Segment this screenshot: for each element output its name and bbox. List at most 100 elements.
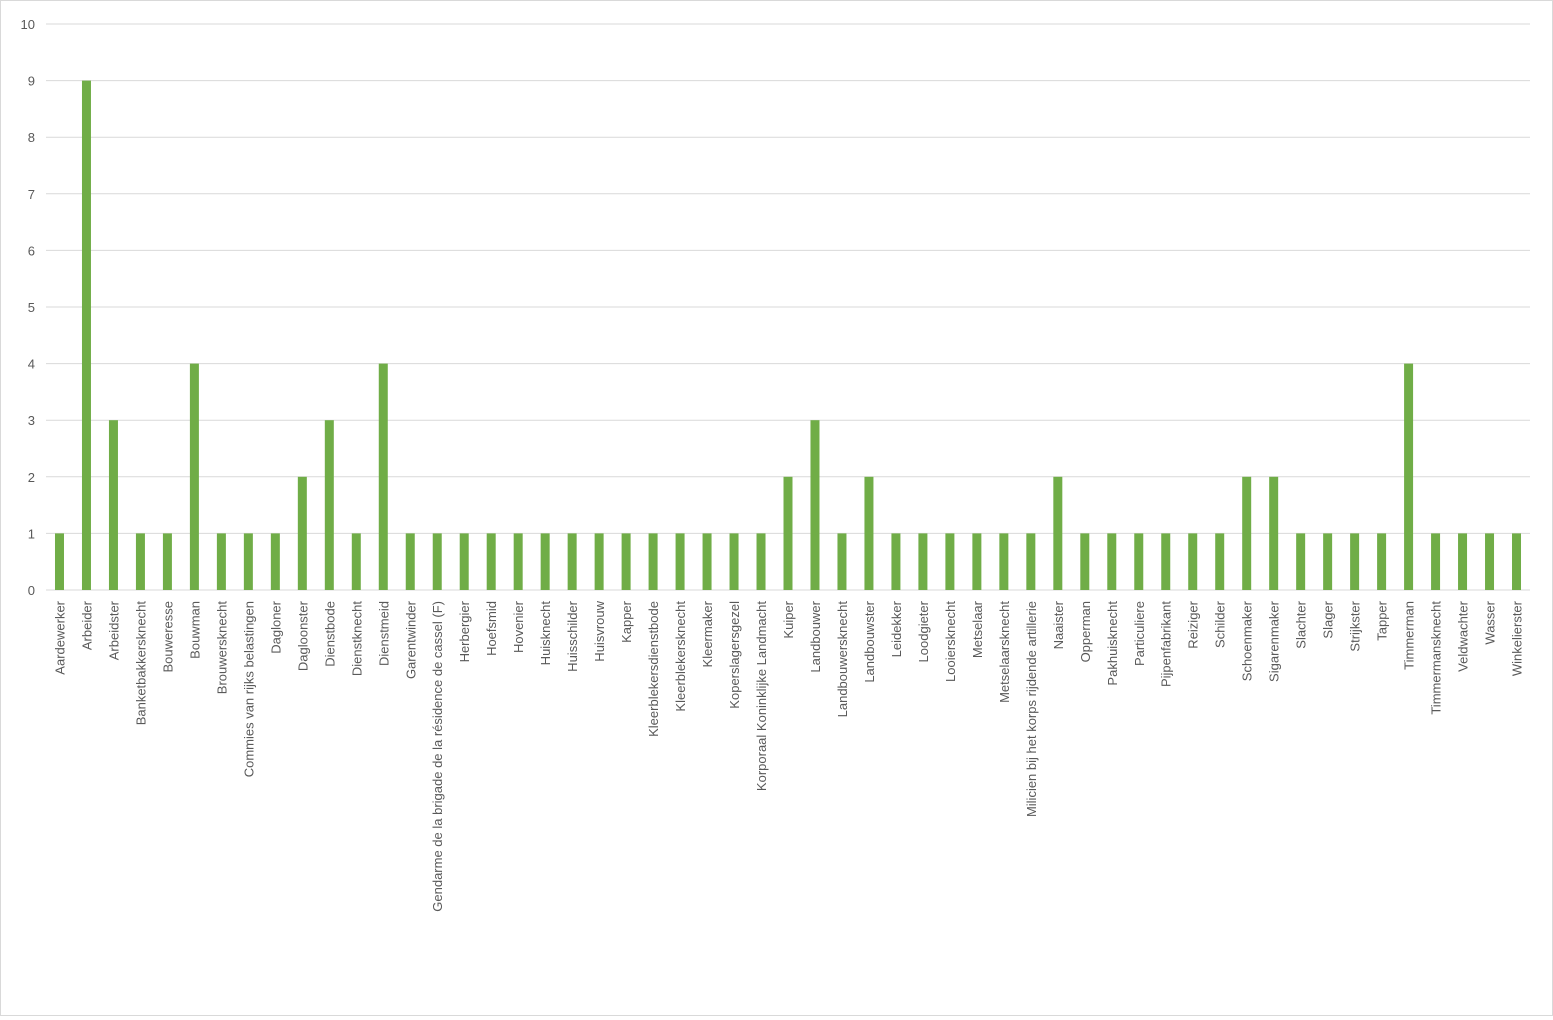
bar (108, 420, 118, 590)
x-tick-label: Kleermaker (700, 600, 715, 667)
bar (1404, 363, 1414, 590)
x-tick-label: Landbouwster (862, 600, 877, 682)
x-tick-label: Strijkster (1348, 600, 1363, 651)
x-tick-label: Korporaal Koninklijke Landmacht (754, 601, 769, 791)
x-tick-label: Dienstknecht (349, 601, 364, 677)
x-tick-label: Bouweresse (160, 601, 175, 673)
x-tick-label: Huisknecht (538, 601, 553, 666)
x-tick-label: Arbeider (79, 600, 94, 650)
bar (594, 533, 604, 590)
y-tick-label: 8 (28, 130, 35, 145)
x-tick-label: Looiersknecht (943, 601, 958, 682)
x-tick-label: Slachter (1294, 600, 1309, 648)
x-tick-label: Milicien bij het korps rijdende artiller… (1024, 601, 1039, 817)
x-tick-label: Opperman (1078, 601, 1093, 662)
x-tick-label: Arbeidster (106, 600, 121, 660)
x-tick-label: Reiziger (1186, 600, 1201, 648)
y-tick-label: 5 (28, 300, 35, 315)
y-tick-label: 6 (28, 243, 35, 258)
bar (1242, 476, 1252, 590)
x-tick-label: Dienstmeid (376, 601, 391, 666)
x-tick-label: Timmermansknecht (1429, 601, 1444, 715)
x-tick-label: Dagloonster (295, 600, 310, 671)
bar (81, 80, 91, 590)
bar (891, 533, 901, 590)
x-tick-label: Dagloner (268, 600, 283, 653)
bar (324, 420, 334, 590)
x-tick-label: Koperslagersgezel (727, 601, 742, 709)
x-tick-label: Pijpenfabrikant (1159, 601, 1174, 687)
x-tick-label: Dienstbode (322, 601, 337, 667)
x-tick-label: Landbouwer (808, 600, 823, 672)
x-tick-label: Banketbakkersknecht (133, 601, 148, 726)
x-tick-label: Gendarme de la brigade de la résidence d… (430, 601, 445, 912)
bar (54, 533, 64, 590)
bar (1107, 533, 1117, 590)
bar (1161, 533, 1171, 590)
bar (135, 533, 145, 590)
y-axis: 0 1 2 3 4 5 6 7 8 9 10 (21, 17, 35, 598)
x-tick-label: Landbouwersknecht (835, 601, 850, 718)
bar (1026, 533, 1036, 590)
bar (648, 533, 658, 590)
y-tick-label: 1 (28, 526, 35, 541)
x-tick-label: Commies van rijks belastingen (241, 601, 256, 777)
bar (1323, 533, 1333, 590)
bar (1053, 476, 1063, 590)
x-tick-label: Kapper (619, 600, 634, 643)
bar (1431, 533, 1441, 590)
bar (675, 533, 685, 590)
bar (270, 533, 280, 590)
y-tick-label: 10 (21, 17, 35, 32)
x-tick-label: Metselaarsknecht (997, 601, 1012, 703)
bar (1377, 533, 1387, 590)
x-tick-label: Brouwersknecht (214, 601, 229, 695)
y-tick-label: 3 (28, 413, 35, 428)
x-tick-label: Particuliere (1132, 601, 1147, 666)
bar (1512, 533, 1522, 590)
bar (351, 533, 361, 590)
bar (810, 420, 820, 590)
bar (783, 476, 793, 590)
bar (1458, 533, 1468, 590)
bar (243, 533, 253, 590)
x-tick-label: Garentwinder (403, 600, 418, 679)
gridlines (46, 23, 1530, 591)
bar (1134, 533, 1144, 590)
bar (432, 533, 442, 590)
x-tick-label: Bouwman (187, 601, 202, 659)
bar (513, 533, 523, 590)
x-tick-label: Hovenier (511, 600, 526, 653)
y-tick-label: 7 (28, 187, 35, 202)
x-tick-label: Schilder (1213, 600, 1228, 648)
bar (378, 363, 388, 590)
x-tick-label: Herbergier (457, 600, 472, 662)
x-tick-label: Huisvrouw (592, 600, 607, 661)
bar (297, 476, 307, 590)
bar (1296, 533, 1306, 590)
x-tick-label: Aardewerker (52, 600, 67, 674)
x-tick-label: Veldwachter (1456, 600, 1471, 671)
bar (864, 476, 874, 590)
x-tick-label: Hoefsmid (484, 601, 499, 656)
x-tick-label: Slager (1321, 600, 1336, 638)
bars (54, 80, 1522, 590)
bar (837, 533, 847, 590)
bar (1350, 533, 1360, 590)
x-tick-label: Sigarenmaker (1267, 600, 1282, 682)
bar (729, 533, 739, 590)
x-tick-label: Kleerblekersknecht (673, 601, 688, 712)
x-tick-label: Timmerman (1402, 601, 1417, 670)
bar (1269, 476, 1279, 590)
y-tick-label: 9 (28, 74, 35, 89)
bar (621, 533, 631, 590)
x-tick-label: Metselaar (970, 600, 985, 658)
x-tick-label: Winkelierster (1510, 600, 1525, 676)
bar (702, 533, 712, 590)
x-tick-label: Wasser (1483, 600, 1498, 644)
y-tick-label: 0 (28, 583, 35, 598)
bar (567, 533, 577, 590)
bar (918, 533, 928, 590)
